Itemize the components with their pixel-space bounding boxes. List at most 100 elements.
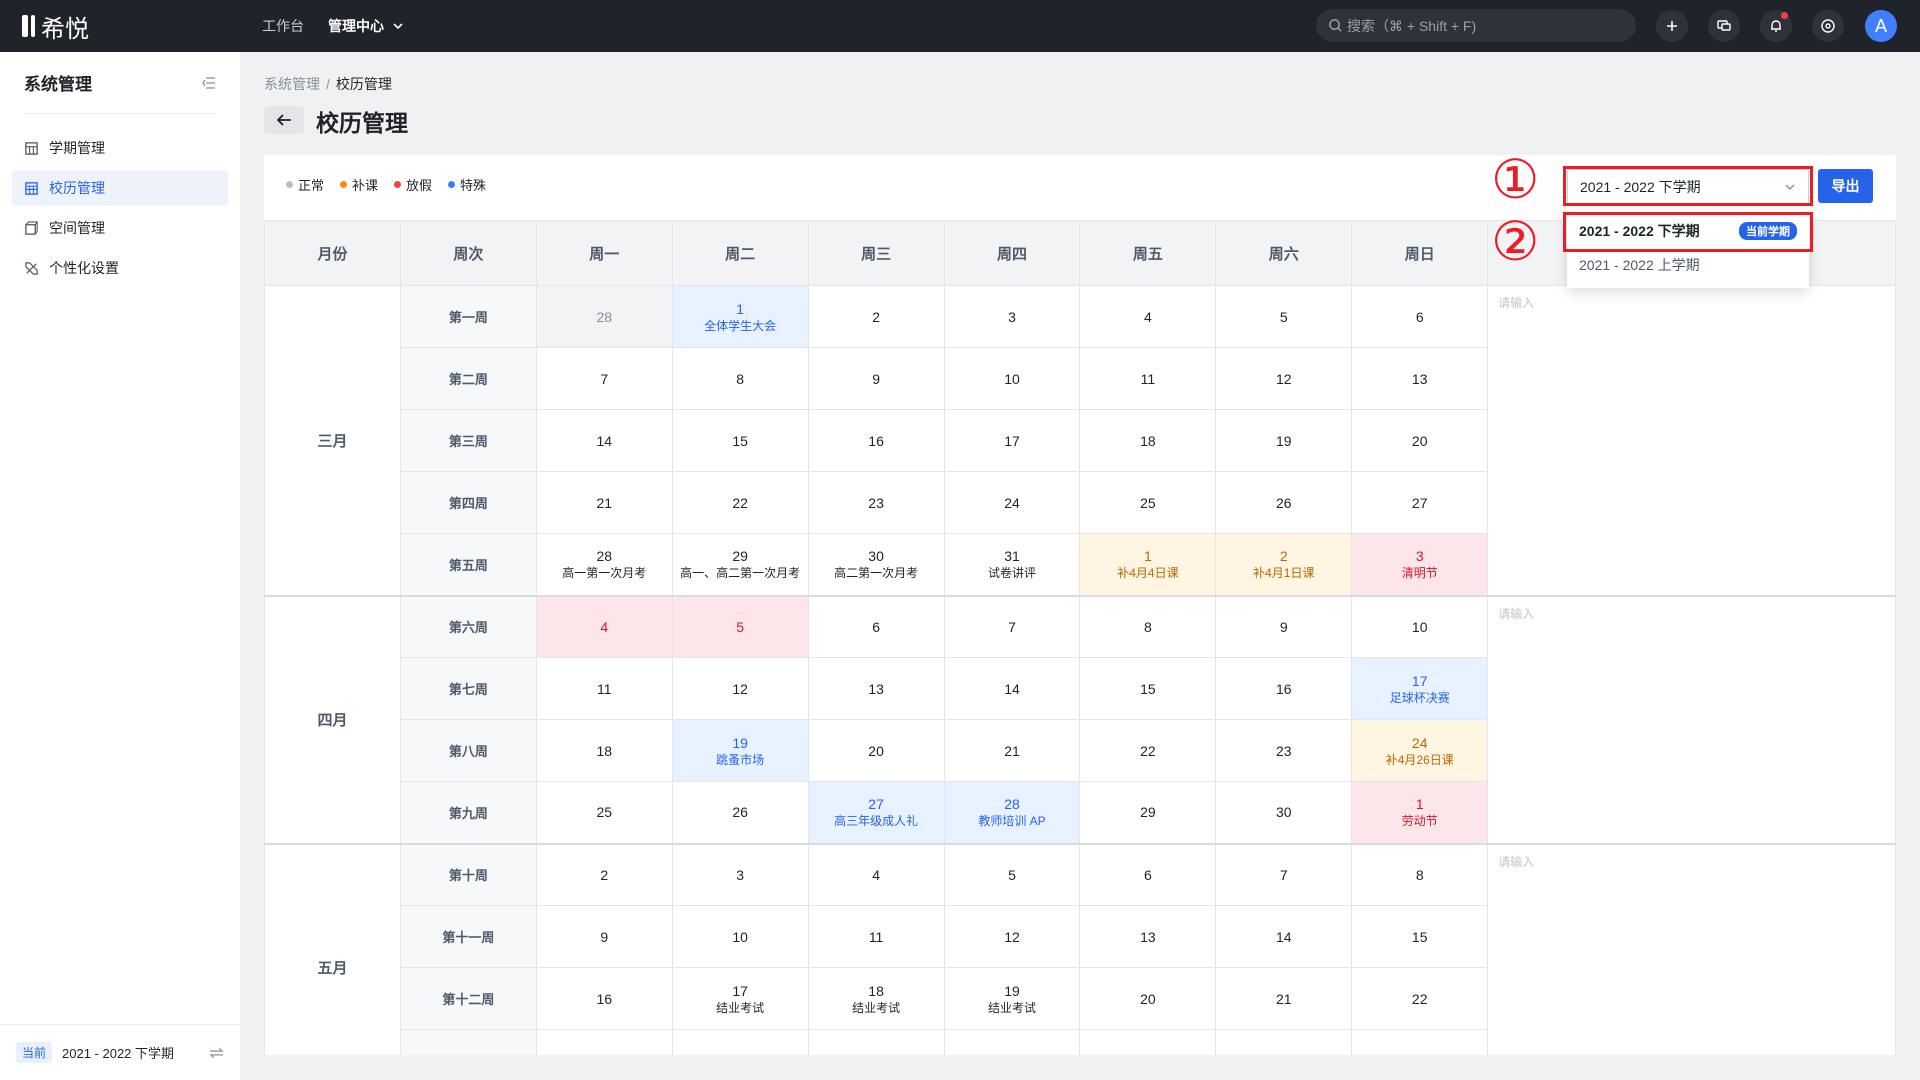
- day-cell[interactable]: 10: [671, 905, 809, 968]
- day-cell[interactable]: 26: [671, 781, 809, 844]
- day-cell[interactable]: 2 补4月1日课: [1215, 533, 1353, 596]
- day-cell[interactable]: 12: [1215, 347, 1353, 410]
- day-cell[interactable]: 4: [807, 842, 945, 906]
- day-cell[interactable]: 11: [1079, 347, 1217, 410]
- day-cell[interactable]: 30: [1215, 781, 1353, 844]
- day-cell[interactable]: 22: [671, 471, 809, 534]
- help-button[interactable]: [1812, 10, 1844, 42]
- day-cell[interactable]: 17 结业考试: [671, 967, 809, 1030]
- day-cell[interactable]: 9: [535, 905, 673, 968]
- breadcrumb-parent[interactable]: 系统管理: [264, 76, 320, 92]
- day-cell[interactable]: 12: [671, 657, 809, 720]
- day-cell[interactable]: 15: [1351, 905, 1489, 968]
- day-cell[interactable]: 3 清明节: [1351, 533, 1489, 596]
- day-cell[interactable]: 11: [535, 657, 673, 720]
- day-cell[interactable]: 13: [1351, 347, 1489, 410]
- day-cell[interactable]: 5: [1215, 285, 1353, 348]
- day-cell[interactable]: 20: [807, 719, 945, 782]
- day-cell[interactable]: 24: [943, 471, 1081, 534]
- day-cell[interactable]: 20: [1351, 409, 1489, 472]
- dropdown-option-previous[interactable]: 2021 - 2022 上学期: [1567, 248, 1809, 282]
- collapse-sidebar-icon[interactable]: [202, 76, 216, 89]
- day-cell[interactable]: 27: [1351, 471, 1489, 534]
- day-cell[interactable]: 16: [535, 967, 673, 1030]
- day-cell[interactable]: 28 教师培训 AP: [943, 781, 1081, 844]
- day-cell[interactable]: 7: [943, 594, 1081, 658]
- day-cell[interactable]: 25: [535, 781, 673, 844]
- search-input[interactable]: 搜索（⌘ + Shift + F): [1316, 9, 1636, 42]
- month-note-input[interactable]: 请输入: [1487, 842, 1896, 1055]
- day-cell[interactable]: [1215, 1029, 1353, 1055]
- day-cell[interactable]: 28: [535, 285, 673, 348]
- day-cell[interactable]: 4: [1079, 285, 1217, 348]
- month-note-input[interactable]: 请输入: [1487, 285, 1896, 596]
- day-cell[interactable]: [535, 1029, 673, 1055]
- day-cell[interactable]: 18: [1079, 409, 1217, 472]
- day-cell[interactable]: 20: [1079, 967, 1217, 1030]
- day-cell[interactable]: 14: [943, 657, 1081, 720]
- day-cell[interactable]: 2: [807, 285, 945, 348]
- day-cell[interactable]: [1351, 1029, 1489, 1055]
- avatar[interactable]: A: [1865, 10, 1897, 42]
- day-cell[interactable]: 25: [1079, 471, 1217, 534]
- day-cell[interactable]: 17 足球杯决赛: [1351, 657, 1489, 720]
- messages-button[interactable]: [1708, 10, 1740, 42]
- day-cell[interactable]: 16: [807, 409, 945, 472]
- day-cell[interactable]: 27 高三年级成人礼: [807, 781, 945, 844]
- day-cell[interactable]: 29 高一、高二第一次月考: [671, 533, 809, 596]
- nav-workbench[interactable]: 工作台: [262, 18, 304, 34]
- day-cell[interactable]: 6: [807, 594, 945, 658]
- day-cell[interactable]: 8: [671, 347, 809, 410]
- day-cell[interactable]: [807, 1029, 945, 1055]
- day-cell[interactable]: 26: [1215, 471, 1353, 534]
- day-cell[interactable]: 5: [671, 594, 809, 658]
- day-cell[interactable]: 13: [807, 657, 945, 720]
- day-cell[interactable]: 19 结业考试: [943, 967, 1081, 1030]
- day-cell[interactable]: 17: [943, 409, 1081, 472]
- day-cell[interactable]: 1 补4月4日课: [1079, 533, 1217, 596]
- day-cell[interactable]: 11: [807, 905, 945, 968]
- day-cell[interactable]: 15: [1079, 657, 1217, 720]
- day-cell[interactable]: 23: [1215, 719, 1353, 782]
- day-cell[interactable]: 19 跳蚤市场: [671, 719, 809, 782]
- day-cell[interactable]: 1 劳动节: [1351, 781, 1489, 844]
- day-cell[interactable]: 10: [1351, 594, 1489, 658]
- day-cell[interactable]: 21: [535, 471, 673, 534]
- day-cell[interactable]: 8: [1079, 594, 1217, 658]
- day-cell[interactable]: 4: [535, 594, 673, 658]
- switch-icon[interactable]: [209, 1047, 224, 1059]
- day-cell[interactable]: 22: [1079, 719, 1217, 782]
- day-cell[interactable]: 3: [671, 842, 809, 906]
- day-cell[interactable]: 21: [1215, 967, 1353, 1030]
- day-cell[interactable]: 5: [943, 842, 1081, 906]
- day-cell[interactable]: 18 结业考试: [807, 967, 945, 1030]
- day-cell[interactable]: 1 全体学生大会: [671, 285, 809, 348]
- day-cell[interactable]: 9: [807, 347, 945, 410]
- day-cell[interactable]: 14: [1215, 905, 1353, 968]
- day-cell[interactable]: 21: [943, 719, 1081, 782]
- sidebar-item-personalization[interactable]: 个性化设置: [12, 250, 228, 286]
- day-cell[interactable]: 12: [943, 905, 1081, 968]
- notifications-button[interactable]: [1760, 10, 1792, 42]
- month-note-input[interactable]: 请输入: [1487, 594, 1896, 844]
- day-cell[interactable]: 28 高一第一次月考: [535, 533, 673, 596]
- day-cell[interactable]: 6: [1351, 285, 1489, 348]
- day-cell[interactable]: 30 高二第一次月考: [807, 533, 945, 596]
- day-cell[interactable]: 18: [535, 719, 673, 782]
- day-cell[interactable]: 14: [535, 409, 673, 472]
- day-cell[interactable]: 13: [1079, 905, 1217, 968]
- dropdown-option-current[interactable]: 2021 - 2022 下学期 当前学期: [1567, 214, 1809, 248]
- day-cell[interactable]: 2: [535, 842, 673, 906]
- day-cell[interactable]: 22: [1351, 967, 1489, 1030]
- day-cell[interactable]: [671, 1029, 809, 1055]
- day-cell[interactable]: 9: [1215, 594, 1353, 658]
- sidebar-item-semester[interactable]: 学期管理: [12, 130, 228, 166]
- sidebar-item-calendar[interactable]: 校历管理: [12, 170, 228, 206]
- day-cell[interactable]: 24 补4月26日课: [1351, 719, 1489, 782]
- export-button[interactable]: 导出: [1818, 169, 1873, 203]
- day-cell[interactable]: 8: [1351, 842, 1489, 906]
- day-cell[interactable]: 31 试卷讲评: [943, 533, 1081, 596]
- day-cell[interactable]: 16: [1215, 657, 1353, 720]
- day-cell[interactable]: [1079, 1029, 1217, 1055]
- day-cell[interactable]: 7: [1215, 842, 1353, 906]
